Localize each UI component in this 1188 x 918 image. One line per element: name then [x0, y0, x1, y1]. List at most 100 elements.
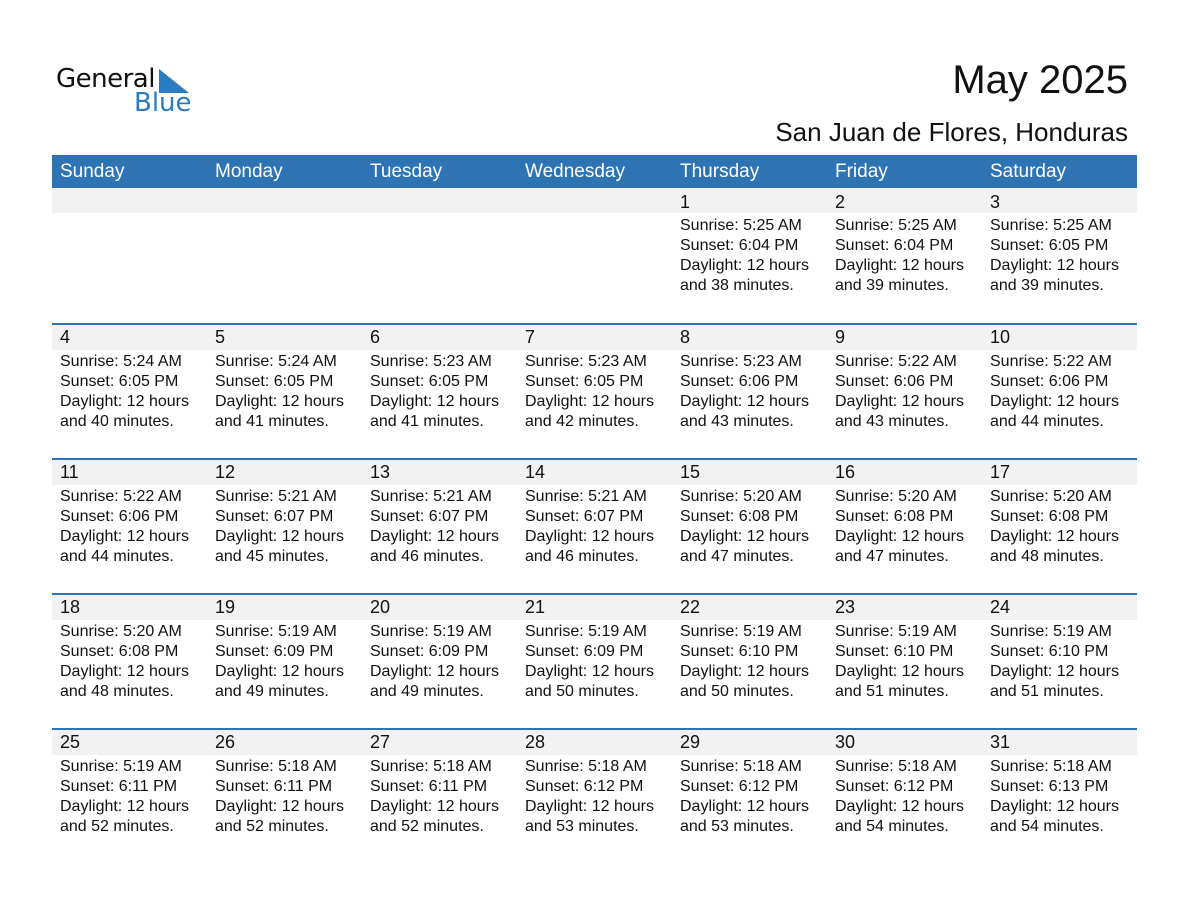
date-band: [827, 188, 982, 213]
sun-info: Sunrise: 5:22 AM Sunset: 6:06 PM Dayligh…: [990, 352, 1119, 432]
daylight-minutes: 38 minutes.: [711, 277, 794, 294]
daylight-minutes-line: and 52 minutes.: [370, 817, 499, 837]
daylight-minutes-line: and 43 minutes.: [680, 412, 809, 432]
sunrise-line: Sunrise: 5:21 AM: [525, 487, 654, 507]
week-row: 4 Sunrise: 5:24 AM Sunset: 6:05 PM Dayli…: [52, 323, 1137, 458]
sunrise-label: Sunrise:: [680, 353, 739, 370]
daylight-line: Daylight: 12 hours: [60, 392, 189, 412]
sunrise-label: Sunrise:: [990, 758, 1049, 775]
day-number: 1: [680, 192, 691, 212]
daylight-minutes-line: and 44 minutes.: [990, 412, 1119, 432]
sunrise-time: 5:23 AM: [588, 353, 647, 370]
daylight-hours: 12 hours: [591, 528, 654, 545]
and-label: and: [60, 818, 87, 835]
sunrise-line: Sunrise: 5:23 AM: [680, 352, 809, 372]
sun-info: Sunrise: 5:23 AM Sunset: 6:05 PM Dayligh…: [525, 352, 654, 432]
sunrise-label: Sunrise:: [370, 758, 429, 775]
daylight-minutes: 48 minutes.: [91, 683, 174, 700]
daylight-hours: 12 hours: [1056, 393, 1119, 410]
daylight-hours: 12 hours: [126, 528, 189, 545]
sun-info: Sunrise: 5:25 AM Sunset: 6:04 PM Dayligh…: [680, 216, 809, 296]
day-cell: 2 Sunrise: 5:25 AM Sunset: 6:04 PM Dayli…: [827, 188, 982, 323]
sunset-line: Sunset: 6:08 PM: [60, 642, 189, 662]
sunrise-time: 5:22 AM: [898, 353, 957, 370]
sunrise-time: 5:23 AM: [433, 353, 492, 370]
day-cell: 12 Sunrise: 5:21 AM Sunset: 6:07 PM Dayl…: [207, 460, 362, 593]
sun-info: Sunrise: 5:22 AM Sunset: 6:06 PM Dayligh…: [835, 352, 964, 432]
daylight-hours: 12 hours: [901, 393, 964, 410]
sunset-label: Sunset:: [990, 778, 1045, 795]
day-cell: 20 Sunrise: 5:19 AM Sunset: 6:09 PM Dayl…: [362, 595, 517, 728]
sun-info: Sunrise: 5:23 AM Sunset: 6:05 PM Dayligh…: [370, 352, 499, 432]
day-cell: 22 Sunrise: 5:19 AM Sunset: 6:10 PM Dayl…: [672, 595, 827, 728]
sunrise-time: 5:19 AM: [898, 623, 957, 640]
sunrise-time: 5:24 AM: [123, 353, 182, 370]
date-band: [827, 730, 982, 755]
daylight-line: Daylight: 12 hours: [60, 797, 189, 817]
day-cell: 27 Sunrise: 5:18 AM Sunset: 6:11 PM Dayl…: [362, 730, 517, 863]
day-number: 11: [60, 462, 79, 482]
daylight-line: Daylight: 12 hours: [990, 392, 1119, 412]
sunset-label: Sunset:: [370, 508, 425, 525]
sunset-line: Sunset: 6:06 PM: [835, 372, 964, 392]
sunset-time: 6:06 PM: [1048, 373, 1109, 390]
daylight-label: Daylight:: [990, 798, 1053, 815]
daylight-line: Daylight: 12 hours: [215, 662, 344, 682]
daylight-line: Daylight: 12 hours: [835, 797, 964, 817]
sun-info: Sunrise: 5:19 AM Sunset: 6:10 PM Dayligh…: [990, 622, 1119, 702]
sunrise-time: 5:25 AM: [1053, 217, 1112, 234]
date-band: [982, 325, 1137, 350]
and-label: and: [990, 683, 1017, 700]
sunset-label: Sunset:: [835, 373, 890, 390]
sunset-label: Sunset:: [680, 778, 735, 795]
daylight-minutes: 54 minutes.: [866, 818, 949, 835]
daylight-line: Daylight: 12 hours: [835, 662, 964, 682]
daylight-minutes: 47 minutes.: [711, 548, 794, 565]
sunset-label: Sunset:: [60, 643, 115, 660]
daylight-minutes-line: and 39 minutes.: [990, 276, 1119, 296]
and-label: and: [680, 548, 707, 565]
sunrise-label: Sunrise:: [525, 623, 584, 640]
sunset-time: 6:13 PM: [1048, 778, 1109, 795]
day-number: 27: [370, 732, 391, 752]
daylight-hours: 12 hours: [591, 393, 654, 410]
sunset-time: 6:11 PM: [118, 778, 178, 795]
date-band: [362, 188, 517, 213]
daylight-minutes-line: and 38 minutes.: [680, 276, 809, 296]
sunrise-line: Sunrise: 5:19 AM: [680, 622, 809, 642]
sunrise-time: 5:21 AM: [433, 488, 492, 505]
sunrise-label: Sunrise:: [215, 353, 274, 370]
daylight-label: Daylight:: [215, 528, 278, 545]
sun-info: Sunrise: 5:25 AM Sunset: 6:05 PM Dayligh…: [990, 216, 1119, 296]
sun-info: Sunrise: 5:19 AM Sunset: 6:11 PM Dayligh…: [60, 757, 189, 837]
daylight-line: Daylight: 12 hours: [990, 256, 1119, 276]
date-band: [207, 460, 362, 485]
daylight-label: Daylight:: [215, 393, 278, 410]
day-number: 9: [835, 327, 846, 347]
day-number: 15: [680, 462, 701, 482]
daylight-minutes-line: and 51 minutes.: [990, 682, 1119, 702]
sunrise-line: Sunrise: 5:22 AM: [990, 352, 1119, 372]
daylight-label: Daylight:: [835, 528, 898, 545]
logo-text-blue: Blue: [134, 88, 192, 118]
daylight-line: Daylight: 12 hours: [990, 662, 1119, 682]
daylight-minutes-line: and 43 minutes.: [835, 412, 964, 432]
day-number: 21: [525, 597, 546, 617]
daylight-line: Daylight: 12 hours: [370, 797, 499, 817]
daylight-minutes-line: and 44 minutes.: [60, 547, 189, 567]
day-cell: 23 Sunrise: 5:19 AM Sunset: 6:10 PM Dayl…: [827, 595, 982, 728]
date-band: [827, 460, 982, 485]
day-number: 3: [990, 192, 1001, 212]
sunset-label: Sunset:: [835, 237, 890, 254]
daylight-minutes: 45 minutes.: [246, 548, 329, 565]
sunrise-line: Sunrise: 5:19 AM: [525, 622, 654, 642]
date-band: [52, 188, 207, 213]
daylight-minutes-line: and 50 minutes.: [680, 682, 809, 702]
date-band: [827, 595, 982, 620]
day-number: 10: [990, 327, 1011, 347]
date-band: [362, 730, 517, 755]
sunset-line: Sunset: 6:11 PM: [215, 777, 344, 797]
daylight-minutes-line: and 53 minutes.: [525, 817, 654, 837]
sunset-time: 6:09 PM: [273, 643, 334, 660]
sunset-label: Sunset:: [990, 508, 1045, 525]
